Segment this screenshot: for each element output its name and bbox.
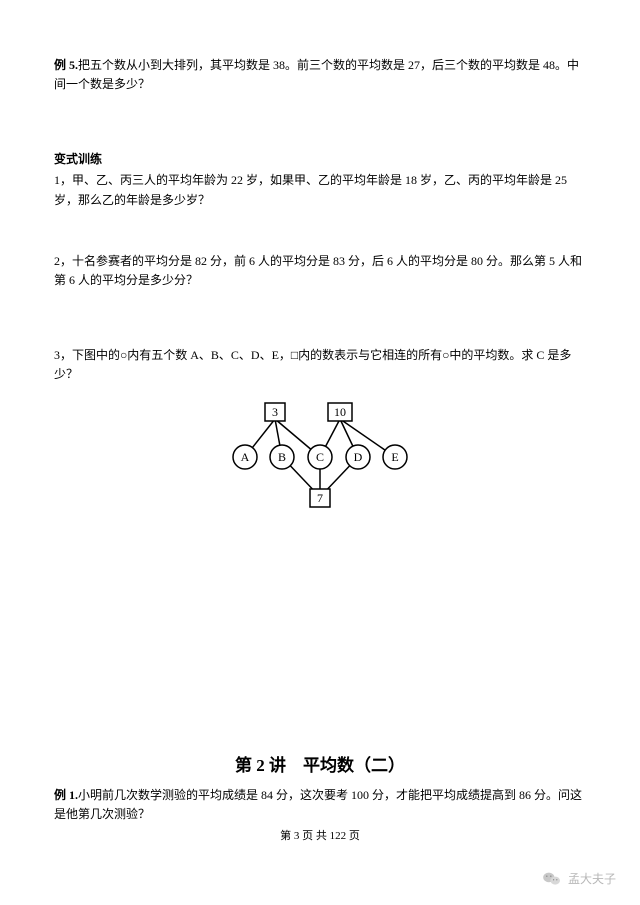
example-5-label: 例 5. (54, 58, 78, 72)
diagram-wrap: 3 10 A B C D E 7 (54, 397, 586, 523)
footer-middle: 页 共 (299, 830, 329, 842)
circle-d: D (354, 450, 363, 464)
diagram-bottom: 7 (317, 491, 323, 505)
wechat-icon (542, 871, 562, 887)
variant-2: 2，十名参赛者的平均分是 82 分，前 6 人的平均分是 83 分，后 6 人的… (54, 252, 586, 290)
graph-diagram: 3 10 A B C D E 7 (220, 397, 420, 517)
diagram-top-left: 3 (272, 405, 278, 419)
page-footer: 第 3 页 共 122 页 (0, 827, 640, 843)
example-5: 例 5.把五个数从小到大排列，其平均数是 38。前三个数的平均数是 27，后三个… (54, 56, 586, 94)
watermark-text: 孟大夫子 (568, 870, 616, 887)
watermark: 孟大夫子 (542, 870, 616, 887)
page-content: 例 5.把五个数从小到大排列，其平均数是 38。前三个数的平均数是 27，后三个… (0, 0, 640, 824)
circle-c: C (316, 450, 324, 464)
example-5-text: 把五个数从小到大排列，其平均数是 38。前三个数的平均数是 27，后三个数的平均… (54, 58, 579, 91)
example-1-label: 例 1. (54, 788, 78, 802)
variant-1: 1，甲、乙、丙三人的平均年龄为 22 岁，如果甲、乙的平均年龄是 18 岁，乙、… (54, 171, 586, 209)
example-1: 例 1.小明前几次数学测验的平均成绩是 84 分，这次要考 100 分，才能把平… (54, 786, 586, 824)
footer-suffix: 页 (346, 830, 360, 842)
footer-total: 122 (330, 830, 347, 842)
variant-3-text: 3，下图中的○内有五个数 A、B、C、D、E，□内的数表示与它相连的所有○中的平… (54, 348, 571, 381)
chapter-title: 第 2 讲 平均数（二） (54, 751, 586, 776)
diagram-top-right: 10 (334, 405, 346, 419)
variant-heading: 变式训练 (54, 150, 586, 167)
footer-prefix: 第 (280, 830, 294, 842)
example-1-text: 小明前几次数学测验的平均成绩是 84 分，这次要考 100 分，才能把平均成绩提… (54, 788, 582, 821)
variant-3: 3，下图中的○内有五个数 A、B、C、D、E，□内的数表示与它相连的所有○中的平… (54, 346, 586, 523)
circle-a: A (241, 450, 250, 464)
variant-section: 变式训练 1，甲、乙、丙三人的平均年龄为 22 岁，如果甲、乙的平均年龄是 18… (54, 150, 586, 522)
circle-e: E (391, 450, 398, 464)
circle-b: B (278, 450, 286, 464)
